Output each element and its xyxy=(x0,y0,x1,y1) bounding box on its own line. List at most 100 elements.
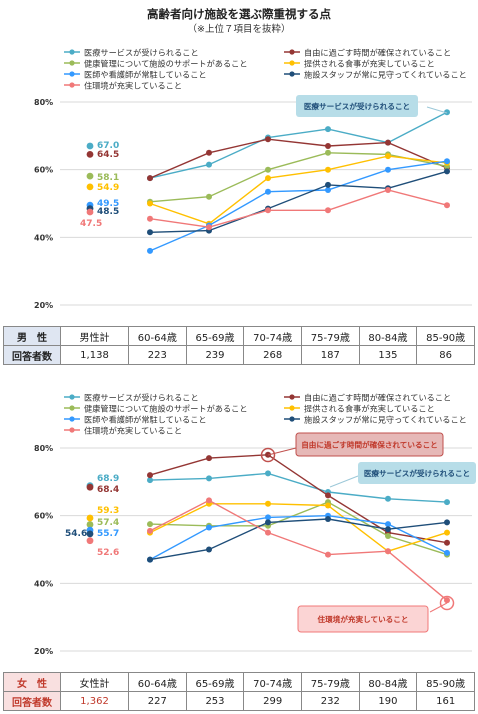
total-value-label: 48.5 xyxy=(97,207,119,217)
series-line-meals xyxy=(149,155,448,225)
data-point-staff xyxy=(265,519,271,526)
legend-entry: 医療サービスが受けられること xyxy=(84,393,199,403)
series-line-freedom xyxy=(149,138,448,179)
legend-entry: 自由に過ごす時間が確保されていること xyxy=(304,393,451,403)
y-tick-label: 60% xyxy=(34,512,53,521)
data-point-medical xyxy=(444,109,450,116)
data-point-freedom xyxy=(206,149,212,156)
data-point-environment xyxy=(385,187,391,193)
data-point-meals xyxy=(385,153,391,160)
data-point-doctors xyxy=(265,188,271,195)
data-point-management xyxy=(325,149,331,156)
total-value-label: 54.9 xyxy=(97,183,119,193)
legend-entry: 医師や看護師が常駐していること xyxy=(84,70,207,80)
age-label: 85-90歳 xyxy=(416,672,475,692)
total-point-management xyxy=(86,172,94,180)
data-point-meals xyxy=(325,502,331,509)
data-point-meals xyxy=(265,175,271,182)
data-point-staff xyxy=(444,168,450,175)
respondents-count: 227 xyxy=(128,691,187,711)
total-point-management xyxy=(86,521,94,528)
series-line-doctors xyxy=(149,160,448,252)
total-point-environment xyxy=(86,537,94,545)
data-point-doctors xyxy=(444,549,450,556)
data-point-environment xyxy=(325,551,331,558)
age-label: 65-69歳 xyxy=(185,672,245,692)
data-point-environment xyxy=(147,215,153,222)
legend-entry: 医師や看護師が常駐していること xyxy=(84,415,207,425)
female-respondents-table: 女 性 女性計 60-64歳 65-69歳 70-74歳 75-79歳 80-8… xyxy=(3,672,475,711)
series-line-medical xyxy=(149,472,448,503)
data-point-meals xyxy=(444,529,450,536)
age-label: 80-84歳 xyxy=(358,672,418,692)
total-value-label: 68.4 xyxy=(97,485,119,495)
age-label: 80-84歳 xyxy=(358,326,418,346)
data-point-doctors xyxy=(325,187,331,193)
table-row: 回答者数 1,138 223 239 268 187 135 86 xyxy=(3,345,475,365)
legend-entry: 施設スタッフが常に見守ってくれていること xyxy=(304,415,467,425)
series-line-management xyxy=(149,501,448,556)
data-point-medical xyxy=(325,126,331,133)
total-value-label: 64.5 xyxy=(97,150,119,160)
legend-swatch-marker xyxy=(69,49,75,55)
data-point-management xyxy=(147,521,153,528)
legend-entry: 提供される食事が充実していること xyxy=(304,59,435,69)
respondents-label: 回答者数 xyxy=(3,691,61,711)
data-point-doctors xyxy=(444,158,450,165)
legend-entry: 医療サービスが受けられること xyxy=(84,48,199,58)
age-label: 85-90歳 xyxy=(416,326,475,346)
data-point-doctors xyxy=(385,166,391,173)
series-line-environment xyxy=(149,189,448,228)
age-label: 60-64歳 xyxy=(128,326,187,346)
total-point-meals xyxy=(86,514,94,522)
data-point-environment xyxy=(147,527,153,534)
series-line-environment xyxy=(149,499,448,601)
legend-entry: 健康管理について施設のサポートがあること xyxy=(84,404,248,414)
callout-pointer xyxy=(329,475,359,488)
y-tick-label: 40% xyxy=(34,579,53,588)
data-point-environment xyxy=(206,224,212,231)
page-subtitle: （※上位７項目を抜粋） xyxy=(187,24,291,35)
table-row: 回答者数 1,362 227 253 299 232 190 161 xyxy=(3,691,475,711)
total-label: 女性計 xyxy=(60,672,129,692)
total-value-label: 55.7 xyxy=(97,529,119,539)
series-line-meals xyxy=(149,503,448,552)
data-point-freedom xyxy=(325,143,331,149)
data-point-staff xyxy=(147,229,153,236)
callout-pointer xyxy=(429,602,448,613)
data-point-meals xyxy=(325,166,331,173)
male-respondents-table: 男 性 男性計 60-64歳 65-69歳 70-74歳 75-79歳 80-8… xyxy=(3,326,475,365)
y-tick-label: 40% xyxy=(34,233,53,242)
total-point-meals xyxy=(86,183,94,191)
total-value-label: 58.1 xyxy=(97,173,119,183)
total-value-label: 52.6 xyxy=(97,548,119,558)
age-label: 60-64歳 xyxy=(128,672,187,692)
series-line-staff xyxy=(149,518,448,561)
callout-box xyxy=(358,462,476,484)
y-tick-label: 20% xyxy=(34,647,53,656)
legend-swatch-marker xyxy=(69,82,75,88)
respondents-count: 253 xyxy=(185,691,245,711)
total-point-freedom xyxy=(86,483,94,491)
callout-pointer xyxy=(267,447,297,456)
data-point-freedom xyxy=(325,492,331,499)
age-label: 75-79歳 xyxy=(300,326,360,346)
data-point-environment xyxy=(206,497,212,504)
data-point-doctors xyxy=(147,247,153,254)
page-title: 高齢者向け施設を選ぶ際重視する点 xyxy=(147,7,331,21)
series-line-freedom xyxy=(149,454,448,544)
data-point-environment xyxy=(385,548,391,555)
legend-entry: 提供される食事が充実していること xyxy=(304,404,435,414)
callout-box xyxy=(296,95,418,117)
callout-highlight-ring xyxy=(439,595,455,611)
table-row: 女 性 女性計 60-64歳 65-69歳 70-74歳 75-79歳 80-8… xyxy=(3,672,475,692)
respondents-count: 1,362 xyxy=(60,691,129,711)
data-point-management xyxy=(206,193,212,200)
data-point-meals xyxy=(265,500,271,507)
legend-entry: 施設スタッフが常に見守ってくれていること xyxy=(304,70,467,80)
total-value-label: 57.4 xyxy=(97,518,119,528)
age-label: 70-74歳 xyxy=(243,672,302,692)
legend-entry: 健康管理について施設のサポートがあること xyxy=(84,59,248,69)
total-point-staff xyxy=(86,530,94,538)
callout-text: 住環境が充実していること xyxy=(318,614,409,624)
